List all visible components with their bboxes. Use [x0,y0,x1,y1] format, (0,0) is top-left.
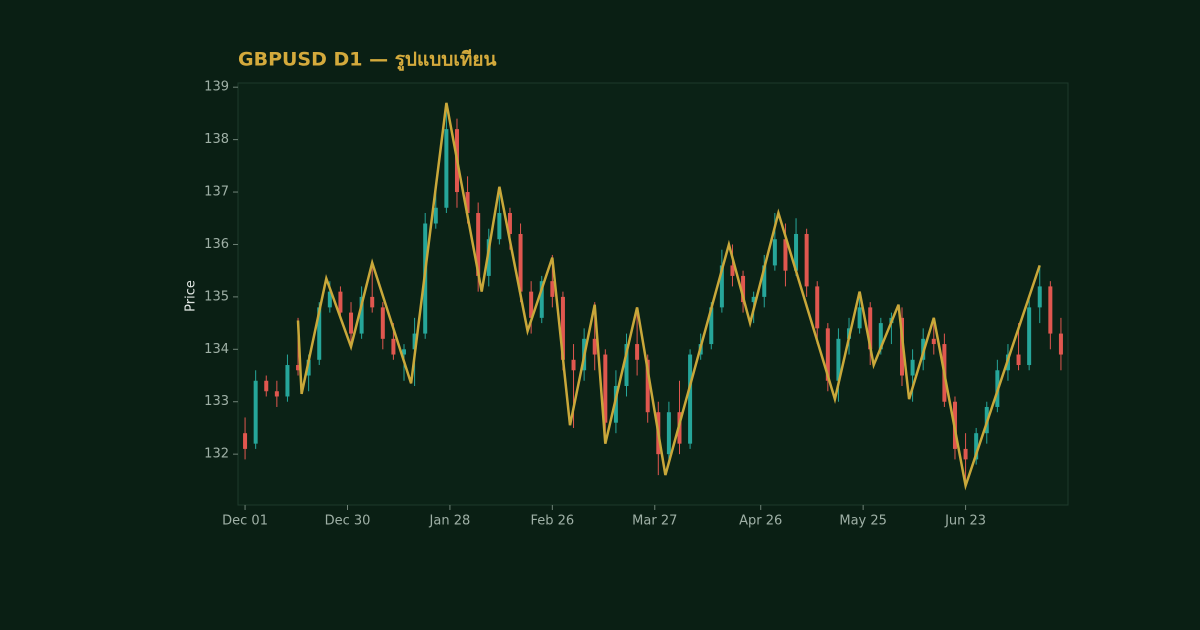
y-tick-label: 137 [204,185,229,200]
x-tick-label: Apr 26 [739,514,782,529]
x-tick-label: Jun 23 [944,514,986,529]
plot-area [237,82,1069,506]
x-tick-label: May 25 [839,514,887,529]
candle-body [550,281,555,297]
candle-body [592,338,597,355]
y-tick-label: 135 [204,289,229,304]
candle-body [868,307,873,350]
y-tick-label: 136 [204,237,229,252]
candle-body [476,213,481,276]
candle-body [666,412,671,455]
candle-body [243,433,248,449]
y-tick-label: 138 [204,132,229,147]
candle-body [751,296,756,303]
candle-body [433,207,438,224]
candle-body [857,307,862,329]
candle-body [1027,307,1032,366]
candle-body [815,286,820,329]
y-axis-label: Price [184,280,199,312]
candle-body [402,349,406,355]
candle-body [507,213,512,234]
candle-body [253,380,258,444]
candle-body [285,365,290,397]
candle-body [274,391,279,397]
candle-body [518,233,523,292]
x-tick-label: Dec 01 [222,514,268,529]
candle-body [645,359,650,413]
candle-body [264,380,269,392]
candle-body [963,448,968,460]
x-tick-label: Mar 27 [632,514,677,529]
candle-body [338,291,343,313]
candle-body [804,233,809,287]
x-tick-label: Dec 30 [325,514,371,529]
candle-body [571,359,576,371]
candle-body [539,281,544,318]
candle-body [349,312,354,334]
candle-body [1048,286,1053,334]
candle-body [730,265,735,276]
candle-body [1058,333,1063,355]
candle-body [910,359,915,376]
candle-body [444,129,449,208]
y-tick-label: 139 [204,80,229,95]
y-tick-label: 133 [204,394,229,409]
candle-body [635,344,640,360]
candle-body [306,359,311,376]
candle-body [412,333,417,350]
candle-body [624,344,629,387]
x-tick-label: Jan 28 [429,514,471,529]
y-tick-label: 134 [204,342,229,357]
candle-body [317,307,322,360]
candle-body [688,354,693,444]
y-tick-label: 132 [204,447,229,462]
candle-body [370,296,375,308]
candle-body [709,307,714,345]
candle-body [613,386,618,423]
candle-body [327,291,332,308]
candle-body [359,296,364,334]
candle-body [560,296,565,360]
candle-body [391,338,396,355]
candle-body [296,365,301,371]
candle-body [825,328,830,381]
candle-body [762,265,767,297]
x-tick-label: Feb 26 [530,514,574,529]
candle-body [465,192,470,214]
zigzag-line [296,102,1041,491]
candle-body [931,338,936,345]
candle-body [1016,354,1021,366]
candle-body [1037,286,1042,308]
candle-body [529,291,534,318]
candle-body [836,338,841,381]
candle-body [783,239,788,271]
candle-body [974,433,979,460]
candle-body [741,275,746,303]
chart-title: GBPUSD D1 — รูปแบบเทียน [238,49,497,72]
candle-body [486,239,491,276]
candle-body [380,307,385,339]
candle-body [772,239,777,266]
candle-body [719,265,724,308]
candle-body [794,233,799,271]
candle-body [878,323,883,350]
candle-body [497,213,502,240]
candle-body [603,354,608,423]
